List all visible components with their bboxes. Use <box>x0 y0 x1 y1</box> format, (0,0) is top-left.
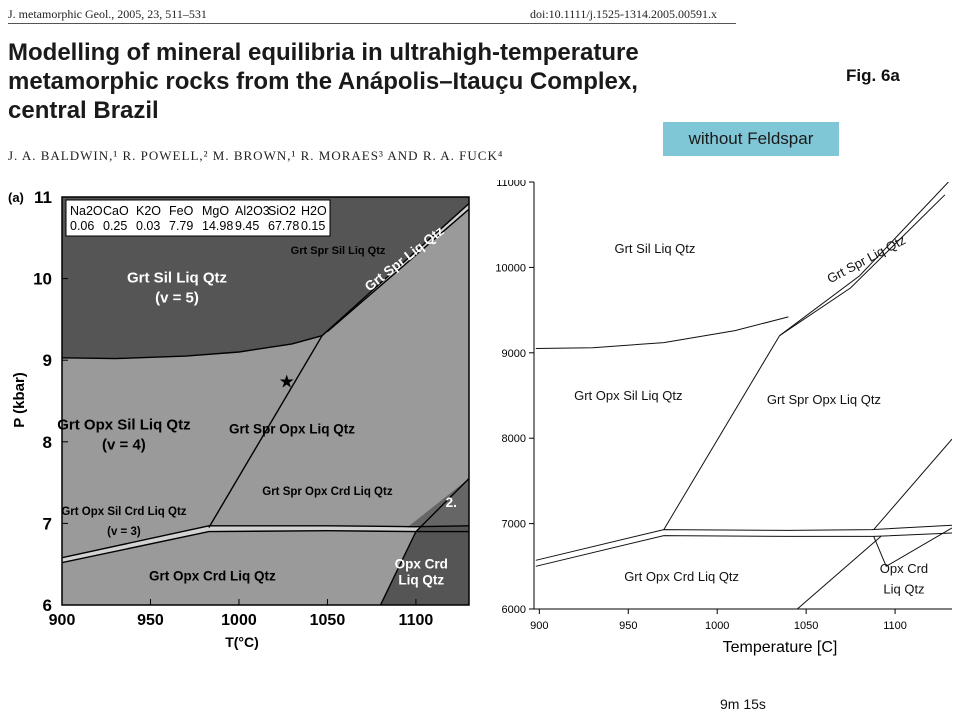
composition-value: 67.78 <box>268 219 299 233</box>
x-tick-label: 900 <box>49 612 76 629</box>
without-feldspar-badge: without Feldspar <box>663 122 839 156</box>
y-tick-label: 8000 <box>502 433 526 445</box>
boundary-line <box>779 194 946 337</box>
field-2 <box>407 478 469 528</box>
panel-label: (a) <box>8 190 24 205</box>
composition-value: 14.98 <box>202 219 233 233</box>
x-tick-label: 950 <box>137 612 164 629</box>
composition-value: 0.25 <box>103 219 127 233</box>
composition-header: MgO <box>202 204 229 218</box>
field-grt-opx-crd-liq-qtz <box>62 530 469 605</box>
y-tick-label: 7 <box>43 514 52 533</box>
boundary-line <box>62 335 323 360</box>
boundary-line <box>208 335 323 528</box>
composition-table <box>65 199 331 237</box>
field-label: Grt Opx Sil Liq Qtz <box>57 417 190 434</box>
boundary-line <box>779 182 949 337</box>
chart-a-fields <box>62 197 469 605</box>
composition-header: H2O <box>301 204 327 218</box>
composition-value: 0.03 <box>136 219 160 233</box>
field-label: Opx Crd <box>395 556 448 571</box>
field-label: Grt Spr Liq Qtz <box>824 232 908 286</box>
doi-text: doi:10.1111/j.1525-1314.2005.00591.x <box>530 7 717 21</box>
y-tick-label: 6 <box>43 596 52 615</box>
composition-header: SiO2 <box>268 204 296 218</box>
y-tick-label: 7000 <box>502 519 526 531</box>
x-axis-label: Temperature [C] <box>723 639 838 656</box>
y-tick-label: 9 <box>43 351 52 370</box>
field-grt-sil-liq-qtz <box>62 197 469 359</box>
boundary-line <box>321 202 469 337</box>
x-tick-label: 1000 <box>221 612 257 629</box>
boundary-line <box>535 316 789 349</box>
boundary-line <box>379 478 469 605</box>
field-label: Grt Opx Crd Liq Qtz <box>624 569 739 584</box>
composition-value: 0.15 <box>301 219 325 233</box>
boundary-line <box>535 524 952 561</box>
field-label: Grt Spr Opx Liq Qtz <box>229 422 355 437</box>
composition-header: Na2O <box>70 204 103 218</box>
header-rule <box>8 23 736 24</box>
figure-label: Fig. 6a <box>846 66 900 85</box>
paper-title: Modelling of mineral equilibria in ultra… <box>8 39 639 124</box>
x-axis-label: T(°C) <box>225 634 259 650</box>
y-tick-label: 10 <box>33 270 52 289</box>
field-label: Grt Opx Sil Liq Qtz <box>574 388 682 403</box>
composition-header: FeO <box>169 204 194 218</box>
chart-b-pseudosection: 900 950 1000 1050 1100 6000 7000 8000 9000 10000 1… <box>495 180 952 656</box>
composition-value: 7.79 <box>169 219 193 233</box>
chart-a-frame <box>61 196 470 606</box>
boundary-line <box>796 536 882 609</box>
y-tick-label: 11 <box>34 188 52 207</box>
y-tick-label: 9000 <box>502 348 526 360</box>
composition-header: CaO <box>103 204 129 218</box>
x-tick-label: 950 <box>619 620 637 632</box>
field-label: Grt Spr Opx Crd Liq Qtz <box>262 486 393 498</box>
field-label-sub: (v = 4) <box>102 437 146 454</box>
boundary-line <box>62 529 469 564</box>
y-axis-label: P (kbar) <box>11 372 28 428</box>
field-label: Grt Sil Liq Qtz <box>127 270 227 287</box>
field-label: Grt Spr Opx Liq Qtz <box>767 392 881 407</box>
field-label: Grt Opx Sil Crd Liq Qtz <box>61 506 186 518</box>
footer-timer: 9m 15s <box>720 696 766 712</box>
paper-authors: J. A. BALDWIN,¹ R. POWELL,² M. BROWN,¹ R… <box>8 148 504 163</box>
star-marker: ★ <box>279 371 295 391</box>
field-label-sub: (v = 5) <box>155 290 199 307</box>
field-label: Grt Opx Crd Liq Qtz <box>149 569 276 584</box>
field-label: Liq Qtz <box>883 582 924 597</box>
y-tick-label: 6000 <box>502 604 526 616</box>
journal-citation: J. metamorphic Geol., 2005, 23, 511–531 <box>8 7 207 21</box>
x-tick-label: 1050 <box>794 620 818 632</box>
y-tick-label: 11000 <box>496 180 526 189</box>
chart-b-lines <box>535 182 952 609</box>
boundary-line <box>62 525 469 559</box>
y-tick-label: 10000 <box>495 262 526 274</box>
field-label: Opx Crd <box>880 561 928 576</box>
field-label: Liq Qtz <box>398 573 444 588</box>
x-tick-label: 900 <box>530 620 548 632</box>
boundary-line <box>535 532 952 567</box>
field-label: 2. <box>446 495 457 510</box>
boundary-line <box>873 438 952 530</box>
x-tick-label: 1000 <box>705 620 729 632</box>
composition-value: 9.45 <box>235 219 259 233</box>
composition-header: Al2O3 <box>235 204 270 218</box>
x-tick-label: 1100 <box>399 612 434 629</box>
x-tick-label: 1100 <box>883 620 907 632</box>
boundary-line <box>326 208 469 333</box>
field-label: Grt Spr Sil Liq Qtz <box>291 245 386 257</box>
composition-value: 0.06 <box>70 219 94 233</box>
composition-header: K2O <box>136 204 161 218</box>
boundary-line <box>663 335 780 530</box>
y-tick-label: 8 <box>43 433 52 452</box>
x-tick-label: 1050 <box>310 612 346 629</box>
field-label-sub: (v = 3) <box>107 526 141 538</box>
field-label: Grt Sil Liq Qtz <box>614 241 695 256</box>
boundary-line <box>873 527 952 568</box>
